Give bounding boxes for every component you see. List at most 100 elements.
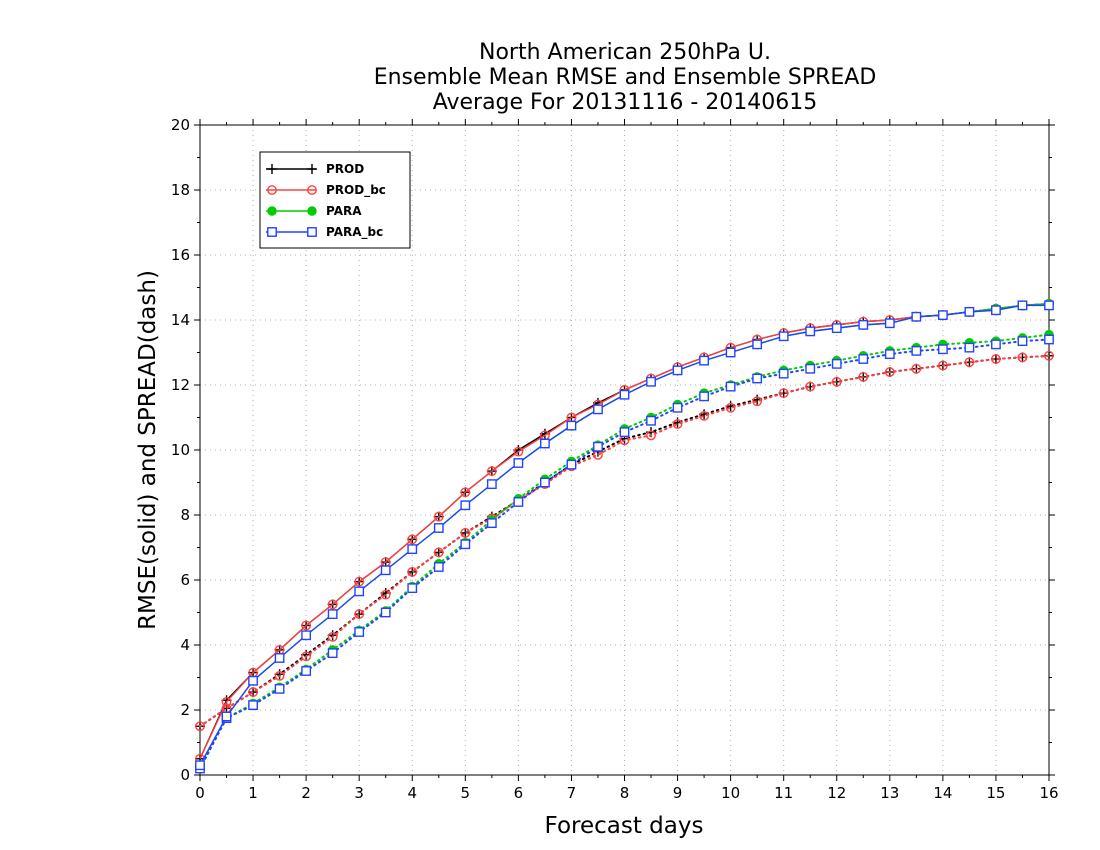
y-axis-label: RMSE(solid) and SPREAD(dash) — [135, 270, 161, 630]
legend-box — [259, 151, 411, 249]
data-point-prod-bc-spread — [433, 547, 444, 558]
data-point-para-bc-rmse — [937, 310, 948, 321]
legend-marker-para-bc-end — [307, 227, 317, 237]
x-tick-label: 10 — [721, 784, 740, 802]
data-point-para-bc-rmse — [646, 376, 656, 387]
x-tick-label: 4 — [407, 784, 417, 802]
legend: PROD PROD_bc PARA PARA_bc — [259, 151, 411, 249]
y-tick-label: 8 — [180, 506, 190, 524]
data-point-prod-bc-rmse — [513, 446, 524, 457]
data-point-para-bc-rmse — [248, 675, 258, 686]
data-point-prod-bc-rmse — [433, 511, 444, 522]
data-point-prod-spread — [433, 547, 444, 558]
data-point-para-bc-rmse — [752, 339, 763, 350]
legend-label-para-bc: PARA_bc — [326, 225, 383, 240]
series-line-para-bc-spread — [199, 338, 1050, 770]
x-tick-label: 0 — [195, 784, 205, 802]
data-point-prod-bc-spread — [858, 371, 869, 382]
data-point-para-bc-rmse — [699, 355, 709, 366]
y-tick-label: 6 — [180, 571, 190, 589]
data-point-para-bc-spread — [593, 441, 603, 452]
data-point-prod-bc-spread — [699, 410, 709, 421]
data-point-prod-bc-rmse — [327, 599, 338, 610]
x-tick-label: 16 — [1039, 784, 1058, 802]
legend-marker-para-end — [307, 206, 317, 216]
data-point-para-bc-rmse — [301, 630, 312, 641]
chart-title-line-3: Average For 20131116 - 20140615 — [433, 90, 818, 115]
legend-label-prod-bc: PROD_bc — [326, 183, 386, 198]
data-point-para-bc-rmse — [1017, 300, 1028, 311]
data-point-para-bc-rmse — [513, 458, 524, 468]
data-point-prod-spread — [248, 687, 259, 698]
data-point-para-bc-rmse — [221, 711, 232, 722]
data-point-para-bc-rmse — [407, 544, 418, 555]
data-point-para-bc-spread — [831, 358, 842, 369]
y-tick-label: 2 — [180, 701, 190, 719]
data-point-para-bc-rmse — [486, 479, 497, 490]
data-point-prod-spread — [354, 609, 365, 620]
data-point-para-bc-spread — [699, 391, 709, 402]
series-line-prod-bc-spread — [199, 354, 1050, 728]
data-point-para-bc-rmse — [433, 523, 444, 533]
data-point-para-bc-spread — [964, 342, 975, 353]
data-point-para-bc-spread — [540, 477, 550, 488]
data-point-para-bc-spread — [805, 363, 816, 374]
y-tick-label: 10 — [171, 441, 190, 459]
data-point-para-bc-spread — [274, 683, 285, 694]
x-tick-label: 15 — [986, 784, 1005, 802]
data-point-para-bc-spread — [672, 402, 683, 413]
data-point-prod-bc-rmse — [301, 620, 312, 631]
data-point-para-bc-spread — [1044, 334, 1054, 345]
data-point-para-bc-spread — [380, 607, 391, 618]
data-point-para-bc-rmse — [354, 586, 365, 597]
data-point-para-bc-spread — [858, 354, 869, 364]
axes: 0 1 2 3 4 5 6 7 8 9 10 11 12 13 14 15 160246810121416182… — [171, 116, 1059, 802]
data-point-para-bc-rmse — [327, 609, 338, 620]
data-point-prod-bc-spread — [327, 631, 338, 642]
data-point-para-bc-rmse — [566, 420, 577, 431]
data-point-para-bc-rmse — [195, 760, 205, 771]
data-point-prod-bc-spread — [964, 357, 975, 368]
data-point-prod-bc-rmse — [460, 487, 471, 498]
data-point-prod-bc-spread — [1017, 352, 1028, 363]
data-point-para-bc-spread — [619, 427, 630, 438]
x-tick-label: 8 — [620, 784, 630, 802]
data-point-prod-bc-spread — [248, 687, 258, 698]
data-point-prod-spread — [460, 527, 471, 538]
data-point-prod-bc-spread — [752, 396, 763, 407]
y-tick-label: 14 — [171, 311, 190, 329]
data-point-para-bc-rmse — [725, 347, 736, 358]
data-point-prod-bc-spread — [725, 402, 736, 413]
data-point-para-bc-rmse — [274, 653, 285, 663]
legend-label-para: PARA — [326, 204, 362, 218]
x-tick-label: 2 — [301, 784, 311, 802]
legend-marker-para-bc-start — [267, 227, 277, 237]
data-point-para-bc-spread — [486, 518, 497, 529]
data-point-para-bc-spread — [566, 459, 577, 470]
y-tick-label: 4 — [180, 636, 190, 654]
data-point-prod-bc-spread — [937, 360, 948, 371]
data-point-para-bc-rmse — [540, 438, 550, 449]
data-point-para-bc-spread — [407, 583, 418, 594]
data-point-prod-bc-spread — [646, 430, 656, 441]
data-point-prod-bc-spread — [805, 381, 816, 392]
data-point-para-bc-spread — [911, 345, 922, 356]
data-point-para-bc-spread — [991, 339, 1001, 350]
data-point-para-bc-spread — [725, 381, 736, 392]
data-point-prod-bc-spread — [301, 651, 312, 662]
chart-title: North American 250hPa U. Ensemble Mean R… — [374, 40, 877, 115]
data-point-para-bc-rmse — [460, 500, 471, 511]
data-point-para-bc-spread — [1017, 336, 1028, 347]
data-point-para-bc-spread — [301, 666, 312, 676]
legend-marker-prod-start — [267, 164, 277, 174]
data-point-prod-bc-spread — [1044, 350, 1054, 361]
x-tick-label: 12 — [827, 784, 846, 802]
series-group — [195, 298, 1054, 774]
y-tick-label: 0 — [180, 766, 190, 784]
data-point-para-bc-rmse — [831, 323, 842, 334]
data-point-para-bc-rmse — [911, 311, 922, 322]
y-tick-label: 18 — [171, 181, 190, 199]
data-point-para-bc-rmse — [619, 389, 630, 400]
chart-title-line-1: North American 250hPa U. — [479, 40, 771, 65]
